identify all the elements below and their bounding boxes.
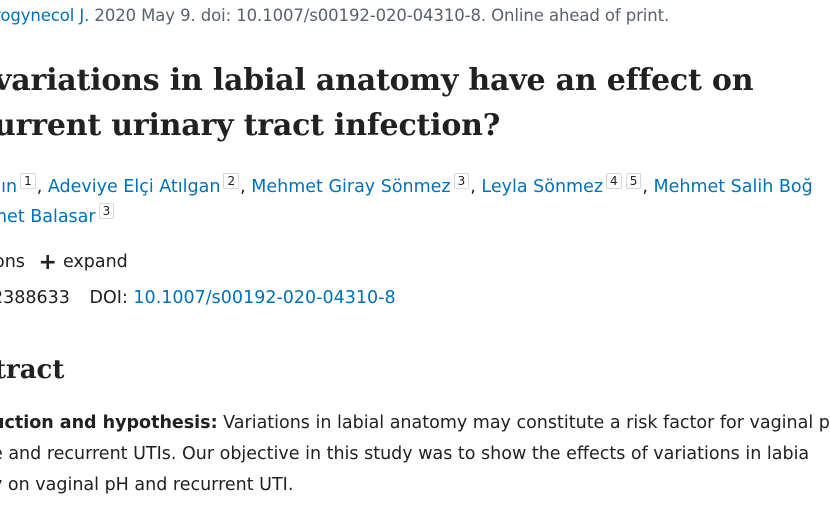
identifiers: 2388633 DOI: 10.1007/s00192-020-04310-8 xyxy=(0,288,396,308)
plus-icon: + xyxy=(38,250,57,275)
citation-line: rogynecol J. 2020 May 9. doi: 10.1007/s0… xyxy=(0,6,669,25)
abstract-line-1-text: Variations in labial anatomy may constit… xyxy=(217,413,830,433)
article-title: variations in labial anatomy have an eff… xyxy=(0,58,830,148)
doi-link[interactable]: 10.1007/s00192-020-04310-8 xyxy=(133,288,396,308)
affiliation-ref[interactable]: 5 xyxy=(625,173,642,189)
affiliation-ref[interactable]: 2 xyxy=(223,173,240,189)
affiliations-toggle: ons +expand xyxy=(0,250,128,275)
abstract-heading: tract xyxy=(0,355,65,385)
author-link[interactable]: Mehmet Salih Boğ xyxy=(653,177,813,197)
affiliation-ref[interactable]: 4 xyxy=(606,173,622,189)
expand-button[interactable]: + expand xyxy=(38,250,128,275)
author-link[interactable]: dın xyxy=(0,177,18,197)
author-separator: , xyxy=(642,177,648,197)
abstract-text: uction and hypothesis: Variations in lab… xyxy=(0,408,830,501)
author-link[interactable]: met Balasar xyxy=(0,207,96,227)
affiliation-ref[interactable]: 3 xyxy=(98,203,115,219)
citation-details: 2020 May 9. doi: 10.1007/s00192-020-0431… xyxy=(89,6,670,25)
author-separator: , xyxy=(240,177,246,197)
pmid-value: 2388633 xyxy=(0,288,70,308)
affiliations-label: ons xyxy=(0,252,25,272)
author-link[interactable]: Mehmet Giray Sönmez xyxy=(251,177,451,197)
doi-label: DOI: xyxy=(89,288,128,308)
abstract-line-1: uction and hypothesis: Variations in lab… xyxy=(0,408,830,439)
title-line-1: variations in labial anatomy have an eff… xyxy=(0,63,754,98)
author-separator: , xyxy=(470,177,476,197)
journal-link[interactable]: rogynecol J. xyxy=(0,6,90,25)
author-link[interactable]: Adeviye Elçi Atılgan xyxy=(47,177,221,197)
author-link[interactable]: Leyla Sönmez xyxy=(481,177,604,197)
author-line-2: met Balasar 3 xyxy=(0,202,830,232)
expand-label: expand xyxy=(62,252,128,272)
affiliation-ref[interactable]: 3 xyxy=(453,173,470,189)
title-line-2: urrent urinary tract infection? xyxy=(0,108,501,143)
abstract-line-3: y on vaginal pH and recurrent UTI. xyxy=(0,475,294,495)
author-separator: , xyxy=(36,177,43,197)
abstract-line-2: e and recurrent UTIs. Our objective in t… xyxy=(0,444,810,464)
abstract-section-label: uction and hypothesis: xyxy=(0,413,218,433)
affiliation-ref[interactable]: 1 xyxy=(20,173,36,189)
